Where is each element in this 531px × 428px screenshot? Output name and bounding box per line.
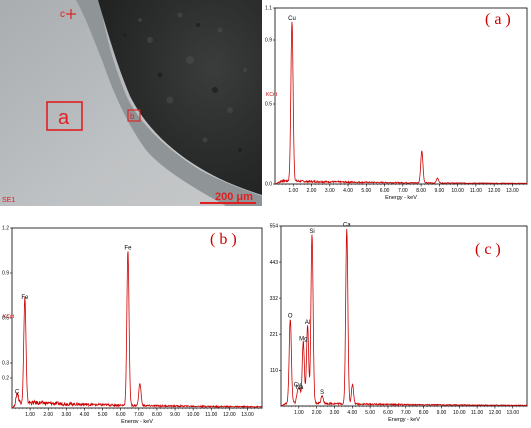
x-tick-label: 4.00 — [80, 412, 90, 418]
y-tick-label: 0.3 — [2, 361, 9, 367]
y-tick-label: 1.2 — [2, 226, 9, 232]
x-tick-label: 6.00 — [383, 410, 393, 416]
x-tick-label: 9.00 — [170, 412, 180, 418]
peak-label-ca: Ca — [343, 223, 351, 229]
x-tick-label: 8.00 — [416, 188, 426, 194]
x-axis-label: Energy - keV — [121, 419, 153, 423]
plot-frame — [11, 227, 263, 409]
peak-label-na: Na — [296, 385, 304, 391]
x-tick-label: 5.00 — [98, 412, 108, 418]
x-tick-label: 7.00 — [398, 188, 408, 194]
y-axis-label: KCnt — [3, 314, 15, 320]
peak-label-cu: Cu — [294, 382, 302, 388]
y-tick-label: 443 — [270, 260, 279, 266]
x-tick-label: 1.00 — [25, 412, 35, 418]
x-tick-label: 7.00 — [134, 412, 144, 418]
sem-micrograph: c a b SE1 200 μm — [0, 0, 262, 206]
x-tick-label: 2.00 — [312, 410, 322, 416]
x-tick-label: 11.00 — [205, 412, 217, 418]
peak-label-fe: Fe — [21, 295, 29, 301]
peak-label-fe: Fe — [124, 246, 132, 252]
x-axis-label: Energy - keV — [388, 417, 420, 423]
x-tick-label: 13.00 — [506, 410, 519, 416]
y-tick-label: 221 — [270, 332, 279, 338]
x-tick-label: 1.00 — [294, 410, 304, 416]
y-tick-label: 0.6 — [2, 316, 9, 322]
y-tick-label: 0.5 — [265, 102, 272, 108]
marker-a-label: a — [58, 107, 70, 129]
x-tick-label: 3.00 — [61, 412, 71, 418]
x-tick-label: 10.00 — [187, 412, 200, 418]
x-tick-label: 13.00 — [506, 188, 519, 194]
x-tick-label: 4.00 — [343, 188, 353, 194]
marker-b-box — [127, 109, 141, 122]
x-tick-label: 9.00 — [437, 410, 447, 416]
detector-label: SE1 — [2, 197, 15, 204]
spectrum-c: 1.00 2.00 3.00 4.00 5.00 6.00 7.00 8.00 9.00 10.0… — [265, 212, 531, 423]
plot-frame — [274, 7, 528, 185]
x-tick-label: 13.00 — [241, 412, 254, 418]
panel-label: ( a ) — [485, 11, 511, 28]
x-tick-label: 12.00 — [223, 412, 236, 418]
x-axis-label: Energy - keV — [385, 195, 417, 201]
spectrum-series-line — [274, 21, 528, 185]
spectrum-series-line — [280, 228, 528, 407]
x-tick-label: 4.00 — [347, 410, 357, 416]
spectrum-c-chart: 1.00 2.00 3.00 4.00 5.00 6.00 7.00 8.00 9.00 10.0… — [270, 223, 528, 423]
y-tick-label: 0.2 — [2, 376, 9, 382]
peak-label-si: Si — [309, 229, 314, 235]
y-tick-label: 0.9 — [265, 38, 272, 44]
marker-c-label: c — [60, 9, 65, 20]
spectrum-a: 1.00 2.00 3.00 4.00 5.00 6.00 7.00 8.00 9.00 10.0… — [265, 0, 531, 210]
spectrum-b: 1.00 2.00 3.00 4.00 5.00 6.00 7.00 8.00 9.00 10.0… — [0, 212, 266, 425]
x-tick-label: 10.00 — [451, 188, 464, 194]
peak-label-s: S — [320, 390, 324, 396]
peak-label-cu: Cu — [288, 16, 296, 22]
y-tick-label: 332 — [270, 296, 279, 302]
x-tick-label: 11.00 — [470, 188, 482, 194]
peak-label-c: C — [15, 390, 20, 396]
x-tick-label: 7.00 — [401, 410, 411, 416]
y-tick-label: 110 — [270, 368, 278, 374]
panel-label: ( b ) — [210, 231, 237, 248]
x-tick-label: 5.00 — [361, 188, 371, 194]
panel-label: ( c ) — [475, 241, 501, 258]
peak-label-o: O — [288, 314, 293, 320]
y-axis-label: KCnt — [266, 92, 278, 98]
spectrum-b-chart: 1.00 2.00 3.00 4.00 5.00 6.00 7.00 8.00 9.00 10.0… — [2, 226, 263, 425]
spectrum-a-chart: 1.00 2.00 3.00 4.00 5.00 6.00 7.00 8.00 9.00 10.0… — [265, 6, 528, 201]
x-tick-label: 2.00 — [307, 188, 317, 194]
x-tick-label: 3.00 — [330, 410, 340, 416]
scale-bar-label: 200 μm — [215, 191, 253, 203]
peak-label-al: Al — [305, 320, 310, 326]
x-tick-label: 12.00 — [488, 188, 501, 194]
peak-label-mg: Mg — [299, 336, 307, 342]
x-tick-label: 3.00 — [325, 188, 335, 194]
x-tick-label: 1.00 — [288, 188, 298, 194]
x-tick-label: 6.00 — [116, 412, 126, 418]
spectrum-series-line — [11, 251, 263, 409]
y-tick-label: 0.0 — [265, 182, 272, 188]
y-tick-label: 0.9 — [2, 271, 9, 277]
marker-b-label: b — [130, 112, 135, 121]
x-tick-label: 8.00 — [152, 412, 162, 418]
sem-image: c a b SE1 200 μm — [0, 0, 262, 206]
x-tick-label: 12.00 — [489, 410, 502, 416]
x-tick-label: 10.00 — [453, 410, 466, 416]
x-tick-label: 2.00 — [43, 412, 53, 418]
x-tick-label: 6.00 — [380, 188, 390, 194]
y-tick-label: 554 — [270, 224, 279, 230]
x-tick-label: 8.00 — [419, 410, 429, 416]
x-tick-label: 11.00 — [471, 410, 483, 416]
x-tick-label: 5.00 — [365, 410, 375, 416]
x-tick-label: 9.00 — [434, 188, 444, 194]
marker-a-box — [46, 101, 83, 131]
y-tick-label: 1.1 — [265, 6, 272, 12]
plot-frame — [280, 225, 528, 407]
